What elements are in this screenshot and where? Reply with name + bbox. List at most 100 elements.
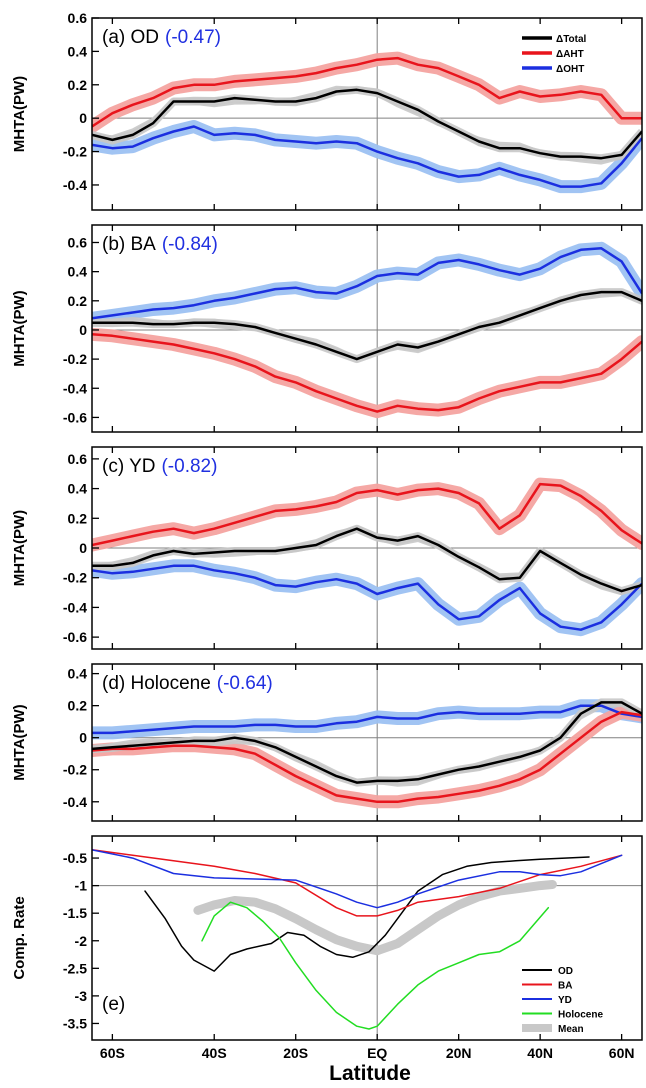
y-tick-label: 0 — [79, 322, 87, 338]
y-tick-label: 0 — [79, 730, 87, 746]
series-od-line — [144, 856, 590, 972]
y-tick-label: 0 — [79, 540, 87, 556]
y-tick-label: -3.5 — [63, 1015, 87, 1031]
panel-title: (a) OD (-0.47) — [102, 27, 221, 48]
x-axis-label: Latitude — [329, 1062, 411, 1085]
y-tick-label: 0.6 — [68, 10, 88, 26]
x-tick-label: 20S — [283, 1045, 308, 1061]
series-ba-line — [92, 849, 623, 917]
y-tick-label: -2 — [75, 933, 88, 949]
y-tick-label: 0.4 — [68, 264, 88, 280]
y-tick-label: -0.4 — [63, 380, 87, 396]
legend-label: BA — [558, 981, 572, 992]
y-axis-label: Comp. Rate — [11, 896, 28, 979]
axes-frame — [91, 17, 643, 211]
aht-line — [92, 333, 642, 413]
panel-title: (b) BA (-0.84) — [102, 234, 218, 255]
y-axis-label: MHTA(PW) — [11, 290, 28, 366]
y-axis-label: MHTA(PW) — [11, 76, 28, 152]
y-tick-label: -2.5 — [63, 960, 87, 976]
y-tick-label: -1 — [75, 878, 88, 894]
plot-area — [92, 18, 642, 210]
oht-line — [92, 125, 642, 188]
x-tick-label: 60S — [100, 1045, 125, 1061]
y-tick-label: 0.2 — [68, 293, 88, 309]
plot-area — [92, 664, 642, 821]
aht-line — [92, 710, 642, 804]
axes-frame — [91, 663, 643, 822]
y-tick-label: 0.2 — [68, 77, 88, 93]
oht-line — [92, 704, 642, 735]
series-holocene-line — [201, 901, 550, 1030]
legend-label: Mean — [558, 1024, 584, 1035]
y-tick-label: -0.4 — [63, 794, 87, 810]
panel-title: (d) Holocene (-0.64) — [102, 673, 273, 694]
plot-area — [92, 447, 642, 649]
legend-label: ΔOHT — [556, 64, 584, 75]
y-axis-label: MHTA(PW) — [11, 510, 28, 586]
x-tick-label: 40S — [202, 1045, 227, 1061]
legend-label: YD — [558, 995, 572, 1006]
y-tick-label: -0.4 — [63, 177, 87, 193]
series-mean-line — [193, 880, 557, 956]
y-tick-label: 0.6 — [68, 451, 88, 467]
y-tick-label: 0.2 — [68, 510, 88, 526]
panel-value: (-0.84) — [162, 234, 218, 255]
panel-value: (-0.82) — [161, 456, 217, 477]
y-tick-label: -0.6 — [63, 629, 87, 645]
x-tick-label: 60N — [609, 1045, 635, 1061]
legend-label: OD — [558, 966, 573, 977]
panel-c: 0.6 0.4 0.2 0 -0.2 -0.4 -0.6 MHTA(PW) (c) YD (-0.… — [11, 446, 643, 650]
y-tick-label: -0.4 — [63, 599, 87, 615]
y-tick-label: 0 — [79, 110, 87, 126]
panel-label: (b) BA — [102, 234, 156, 255]
axes-frame — [91, 835, 643, 1041]
aht-line — [92, 56, 642, 128]
oht-band — [92, 559, 642, 637]
y-tick-label: -0.6 — [63, 409, 87, 425]
plot-area — [92, 225, 642, 432]
aht-line — [92, 482, 642, 547]
x-tick-label: EQ — [367, 1045, 387, 1061]
panel-a: 0.6 0.4 0.2 0 -0.2 -0.4 MHTA(PW) (a) OD (-0.47) Δ… — [11, 10, 643, 211]
y-tick-label: 0.2 — [68, 698, 88, 714]
plots: 0.6 0.4 0.2 0 -0.2 -0.4 MHTA(PW) (a) OD (-0.47) Δ… — [11, 10, 643, 1061]
panel-label: (a) OD — [102, 27, 159, 48]
panel-label: (e) — [102, 994, 125, 1015]
oht-line — [92, 564, 642, 631]
panel-title: (c) YD (-0.82) — [102, 456, 217, 477]
total-line — [92, 88, 642, 160]
x-tick-label: 20N — [446, 1045, 472, 1061]
x-tick-label: 40N — [527, 1045, 553, 1061]
plot-area — [92, 836, 642, 1040]
y-tick-label: 0.4 — [68, 43, 88, 59]
total-line — [92, 701, 642, 784]
legend-label: ΔTotal — [556, 34, 587, 45]
series-yd-line — [92, 849, 623, 909]
y-tick-label: 0.6 — [68, 234, 88, 250]
panel-value: (-0.64) — [217, 673, 273, 694]
panel-b: 0.6 0.4 0.2 0 -0.2 -0.4 -0.6 MHTA(PW) (b) BA (-0.… — [11, 224, 643, 433]
y-tick-label: -0.2 — [63, 351, 87, 367]
panel-d: 0.4 0.2 0 -0.2 -0.4 MHTA(PW) (d) Holocene (-0.6… — [11, 663, 643, 822]
y-tick-label: 0.4 — [68, 481, 88, 497]
axes-frame — [91, 224, 643, 433]
legend-label: ΔAHT — [556, 49, 584, 60]
y-axis-label: MHTA(PW) — [11, 704, 28, 780]
y-tick-label: -0.2 — [63, 144, 87, 160]
total-line — [92, 527, 642, 593]
panel-value: (-0.47) — [165, 27, 221, 48]
y-tick-label: -0.2 — [63, 570, 87, 586]
y-tick-label: -0.5 — [63, 850, 87, 866]
panel-label: (c) YD — [102, 456, 155, 477]
y-tick-label: -3 — [75, 988, 88, 1004]
y-tick-label: -0.2 — [63, 762, 87, 778]
y-tick-label: 0.4 — [68, 666, 88, 682]
oht-line — [92, 247, 642, 320]
panel-e: -0.5 -1 -1.5 -2 -2.5 -3 -3.5 60S 40S 20S EQ 20N 40N 6… — [11, 835, 643, 1061]
y-tick-label: -1.5 — [63, 905, 87, 921]
panel-label: (d) Holocene — [102, 673, 211, 694]
total-line — [92, 290, 642, 361]
legend-label: Holocene — [558, 1010, 603, 1021]
